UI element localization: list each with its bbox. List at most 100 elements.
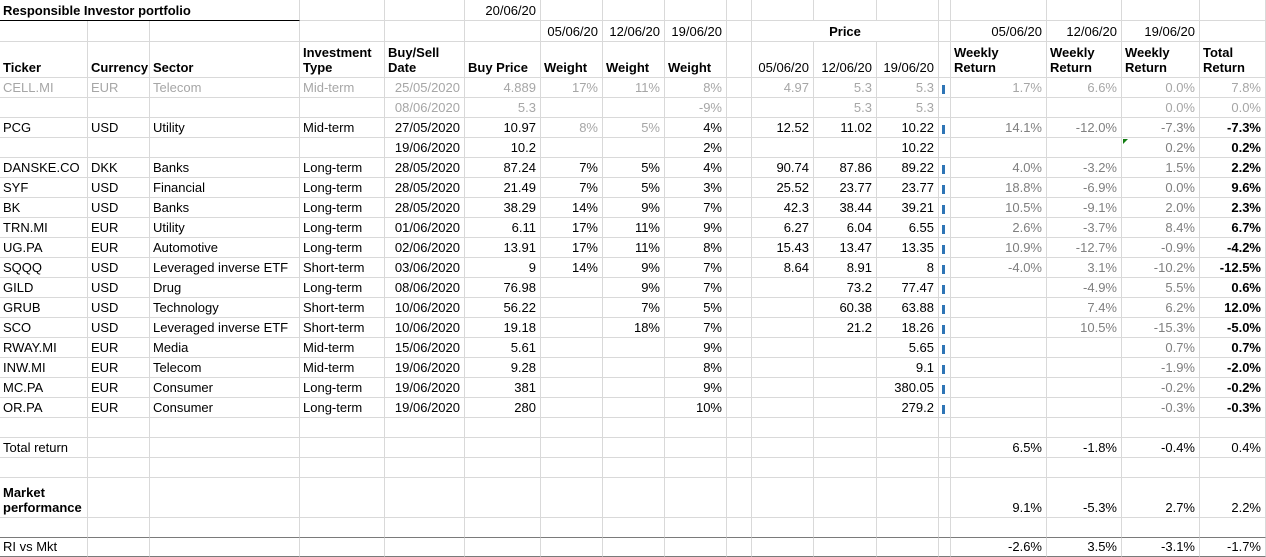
empty-cell[interactable] (385, 478, 465, 518)
cell-type[interactable]: Mid-term (300, 358, 385, 378)
cell-p2[interactable] (814, 398, 877, 418)
cell-sp1[interactable] (727, 358, 752, 378)
empty-cell[interactable] (465, 478, 541, 518)
cell-p3[interactable]: 77.47 (877, 278, 939, 298)
empty-cell[interactable] (385, 458, 465, 478)
cell-r3[interactable]: -15.3% (1122, 318, 1200, 338)
cell-total[interactable]: 0.2% (1200, 138, 1266, 158)
empty-cell[interactable] (150, 538, 300, 557)
cell-ticker[interactable]: BK (0, 198, 88, 218)
cell-sp2[interactable] (939, 258, 951, 278)
cell-p2[interactable]: 5.3 (814, 78, 877, 98)
cell-sp2[interactable] (939, 178, 951, 198)
cell-p1[interactable] (752, 298, 814, 318)
cell-sector[interactable] (150, 98, 300, 118)
cell-total[interactable]: 2.3% (1200, 198, 1266, 218)
empty-cell[interactable] (814, 0, 877, 21)
cell-ticker[interactable]: SQQQ (0, 258, 88, 278)
cell-type[interactable]: Long-term (300, 158, 385, 178)
cell-sp1[interactable] (727, 258, 752, 278)
empty-cell[interactable] (300, 538, 385, 557)
empty-cell[interactable] (1122, 418, 1200, 438)
cell-w2[interactable] (603, 358, 665, 378)
cell-w2[interactable]: 11% (603, 218, 665, 238)
empty-cell[interactable] (951, 0, 1047, 21)
cell-p3[interactable]: 9.1 (877, 358, 939, 378)
weight-date-1[interactable]: 05/06/20 (541, 21, 603, 42)
cell-w2[interactable]: 11% (603, 238, 665, 258)
cell-w2[interactable]: 5% (603, 118, 665, 138)
cell-sp2[interactable] (939, 238, 951, 258)
empty-cell[interactable] (1047, 418, 1122, 438)
empty-cell[interactable] (939, 458, 951, 478)
cell-sp1[interactable] (727, 138, 752, 158)
cell-p1[interactable] (752, 98, 814, 118)
empty-cell[interactable] (88, 518, 150, 538)
summary-value[interactable]: -1.7% (1200, 538, 1266, 557)
cell-r3[interactable]: -10.2% (1122, 258, 1200, 278)
cell-type[interactable]: Long-term (300, 278, 385, 298)
cell-sp2[interactable] (939, 158, 951, 178)
cell-p1[interactable]: 25.52 (752, 178, 814, 198)
cell-r2[interactable] (1047, 338, 1122, 358)
cell-r3[interactable]: 0.0% (1122, 98, 1200, 118)
cell-p2[interactable]: 21.2 (814, 318, 877, 338)
empty-cell[interactable] (752, 438, 814, 458)
cell-sp2[interactable] (939, 378, 951, 398)
cell-p1[interactable]: 42.3 (752, 198, 814, 218)
summary-label[interactable]: RI vs Mkt (0, 538, 88, 557)
cell-total[interactable]: 12.0% (1200, 298, 1266, 318)
empty-cell[interactable] (88, 21, 150, 42)
summary-value[interactable]: 2.7% (1122, 478, 1200, 518)
summary-value[interactable]: -2.6% (951, 538, 1047, 557)
empty-cell[interactable] (603, 458, 665, 478)
cell-w2[interactable] (603, 138, 665, 158)
cell-p3[interactable]: 10.22 (877, 138, 939, 158)
empty-cell[interactable] (465, 438, 541, 458)
cell-sp1[interactable] (727, 378, 752, 398)
weight-date-2[interactable]: 12/06/20 (603, 21, 665, 42)
summary-label[interactable]: Total return (0, 438, 88, 458)
empty-cell[interactable] (752, 458, 814, 478)
cell-r1[interactable] (951, 98, 1047, 118)
empty-cell[interactable] (0, 21, 88, 42)
cell-sector[interactable]: Drug (150, 278, 300, 298)
cell-total[interactable]: -12.5% (1200, 258, 1266, 278)
cell-sp1[interactable] (727, 238, 752, 258)
weight-date-3[interactable]: 19/06/20 (665, 21, 727, 42)
cell-r1[interactable]: 10.5% (951, 198, 1047, 218)
cell-p1[interactable] (752, 398, 814, 418)
cell-r3[interactable]: 2.0% (1122, 198, 1200, 218)
cell-w1[interactable] (541, 98, 603, 118)
cell-total[interactable]: 7.8% (1200, 78, 1266, 98)
empty-cell[interactable] (939, 0, 951, 21)
cell-p1[interactable] (752, 138, 814, 158)
cell-type[interactable]: Long-term (300, 378, 385, 398)
cell-p2[interactable]: 38.44 (814, 198, 877, 218)
empty-cell[interactable] (150, 21, 300, 42)
cell-type[interactable]: Long-term (300, 198, 385, 218)
cell-sp1[interactable] (727, 78, 752, 98)
cell-sp1[interactable] (727, 118, 752, 138)
empty-cell[interactable] (814, 438, 877, 458)
cell-currency[interactable]: EUR (88, 338, 150, 358)
cell-p2[interactable]: 8.91 (814, 258, 877, 278)
cell-ticker[interactable]: PCG (0, 118, 88, 138)
cell-w3[interactable]: 9% (665, 338, 727, 358)
cell-w1[interactable]: 14% (541, 258, 603, 278)
cell-sp2[interactable] (939, 298, 951, 318)
empty-cell[interactable] (877, 478, 939, 518)
empty-cell[interactable] (665, 538, 727, 557)
cell-sector[interactable]: Telecom (150, 358, 300, 378)
empty-cell[interactable] (951, 418, 1047, 438)
cell-sp1[interactable] (727, 158, 752, 178)
cell-sp1[interactable] (727, 98, 752, 118)
cell-w3[interactable]: 3% (665, 178, 727, 198)
empty-cell[interactable] (752, 538, 814, 557)
cell-type[interactable]: Short-term (300, 258, 385, 278)
cell-sector[interactable]: Media (150, 338, 300, 358)
cell-r1[interactable] (951, 298, 1047, 318)
cell-type[interactable]: Long-term (300, 178, 385, 198)
cell-ticker[interactable]: CELL.MI (0, 78, 88, 98)
header-total-return[interactable]: Total Return (1200, 42, 1266, 78)
